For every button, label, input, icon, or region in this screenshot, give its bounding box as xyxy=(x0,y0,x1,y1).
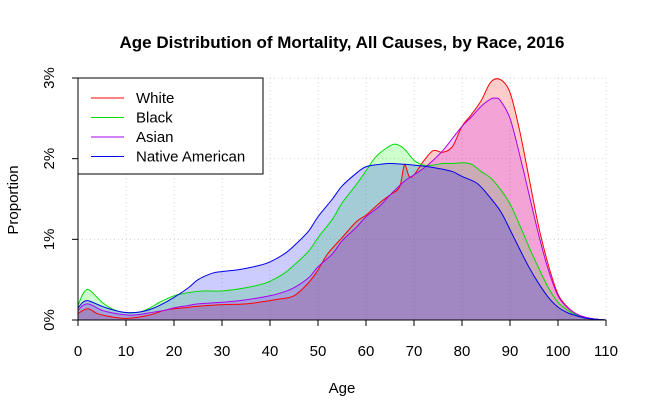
series-line-white xyxy=(77,78,607,321)
legend-label-black: Black xyxy=(136,110,173,127)
x-tick-label: 80 xyxy=(454,343,471,360)
x-tick-label: 40 xyxy=(262,343,279,360)
x-tick-label: 30 xyxy=(214,343,231,360)
legend-label-native-american: Native American xyxy=(136,149,245,166)
y-axis-label: Proportion xyxy=(5,165,22,234)
x-tick-label: 10 xyxy=(118,343,135,360)
y-tick-label: 3% xyxy=(41,67,58,89)
x-tick-label: 50 xyxy=(310,343,327,360)
x-tick-label: 20 xyxy=(166,343,183,360)
series-areas xyxy=(78,78,606,321)
series-lines xyxy=(77,78,607,321)
x-axis-label: Age xyxy=(329,380,356,397)
x-tick-label: 0 xyxy=(74,343,82,360)
y-tick-label: 2% xyxy=(41,148,58,170)
series-area-native-american xyxy=(78,163,606,320)
y-tick-label: 0% xyxy=(41,309,58,331)
chart-title: Age Distribution of Mortality, All Cause… xyxy=(120,33,565,52)
axes: 0 10 20 30 40 50 60 70 80 90 100 110 0% 1% 2% 3% xyxy=(41,67,618,360)
x-tick-label: 110 xyxy=(594,343,618,360)
x-tick-label: 70 xyxy=(406,343,423,360)
x-tick-label: 60 xyxy=(358,343,375,360)
legend-label-white: White xyxy=(136,90,174,107)
x-tick-label: 100 xyxy=(545,343,570,360)
legend-label-asian: Asian xyxy=(136,129,174,146)
x-tick-label: 90 xyxy=(502,343,519,360)
series-area-white xyxy=(78,78,606,321)
series-line-asian xyxy=(77,97,607,321)
series-area-asian xyxy=(78,97,606,321)
y-tick-label: 1% xyxy=(41,228,58,250)
series-area-black xyxy=(78,144,606,320)
legend-box xyxy=(77,77,264,175)
legend: White Black Asian Native American xyxy=(77,77,264,175)
series-line-native-american xyxy=(77,163,607,321)
